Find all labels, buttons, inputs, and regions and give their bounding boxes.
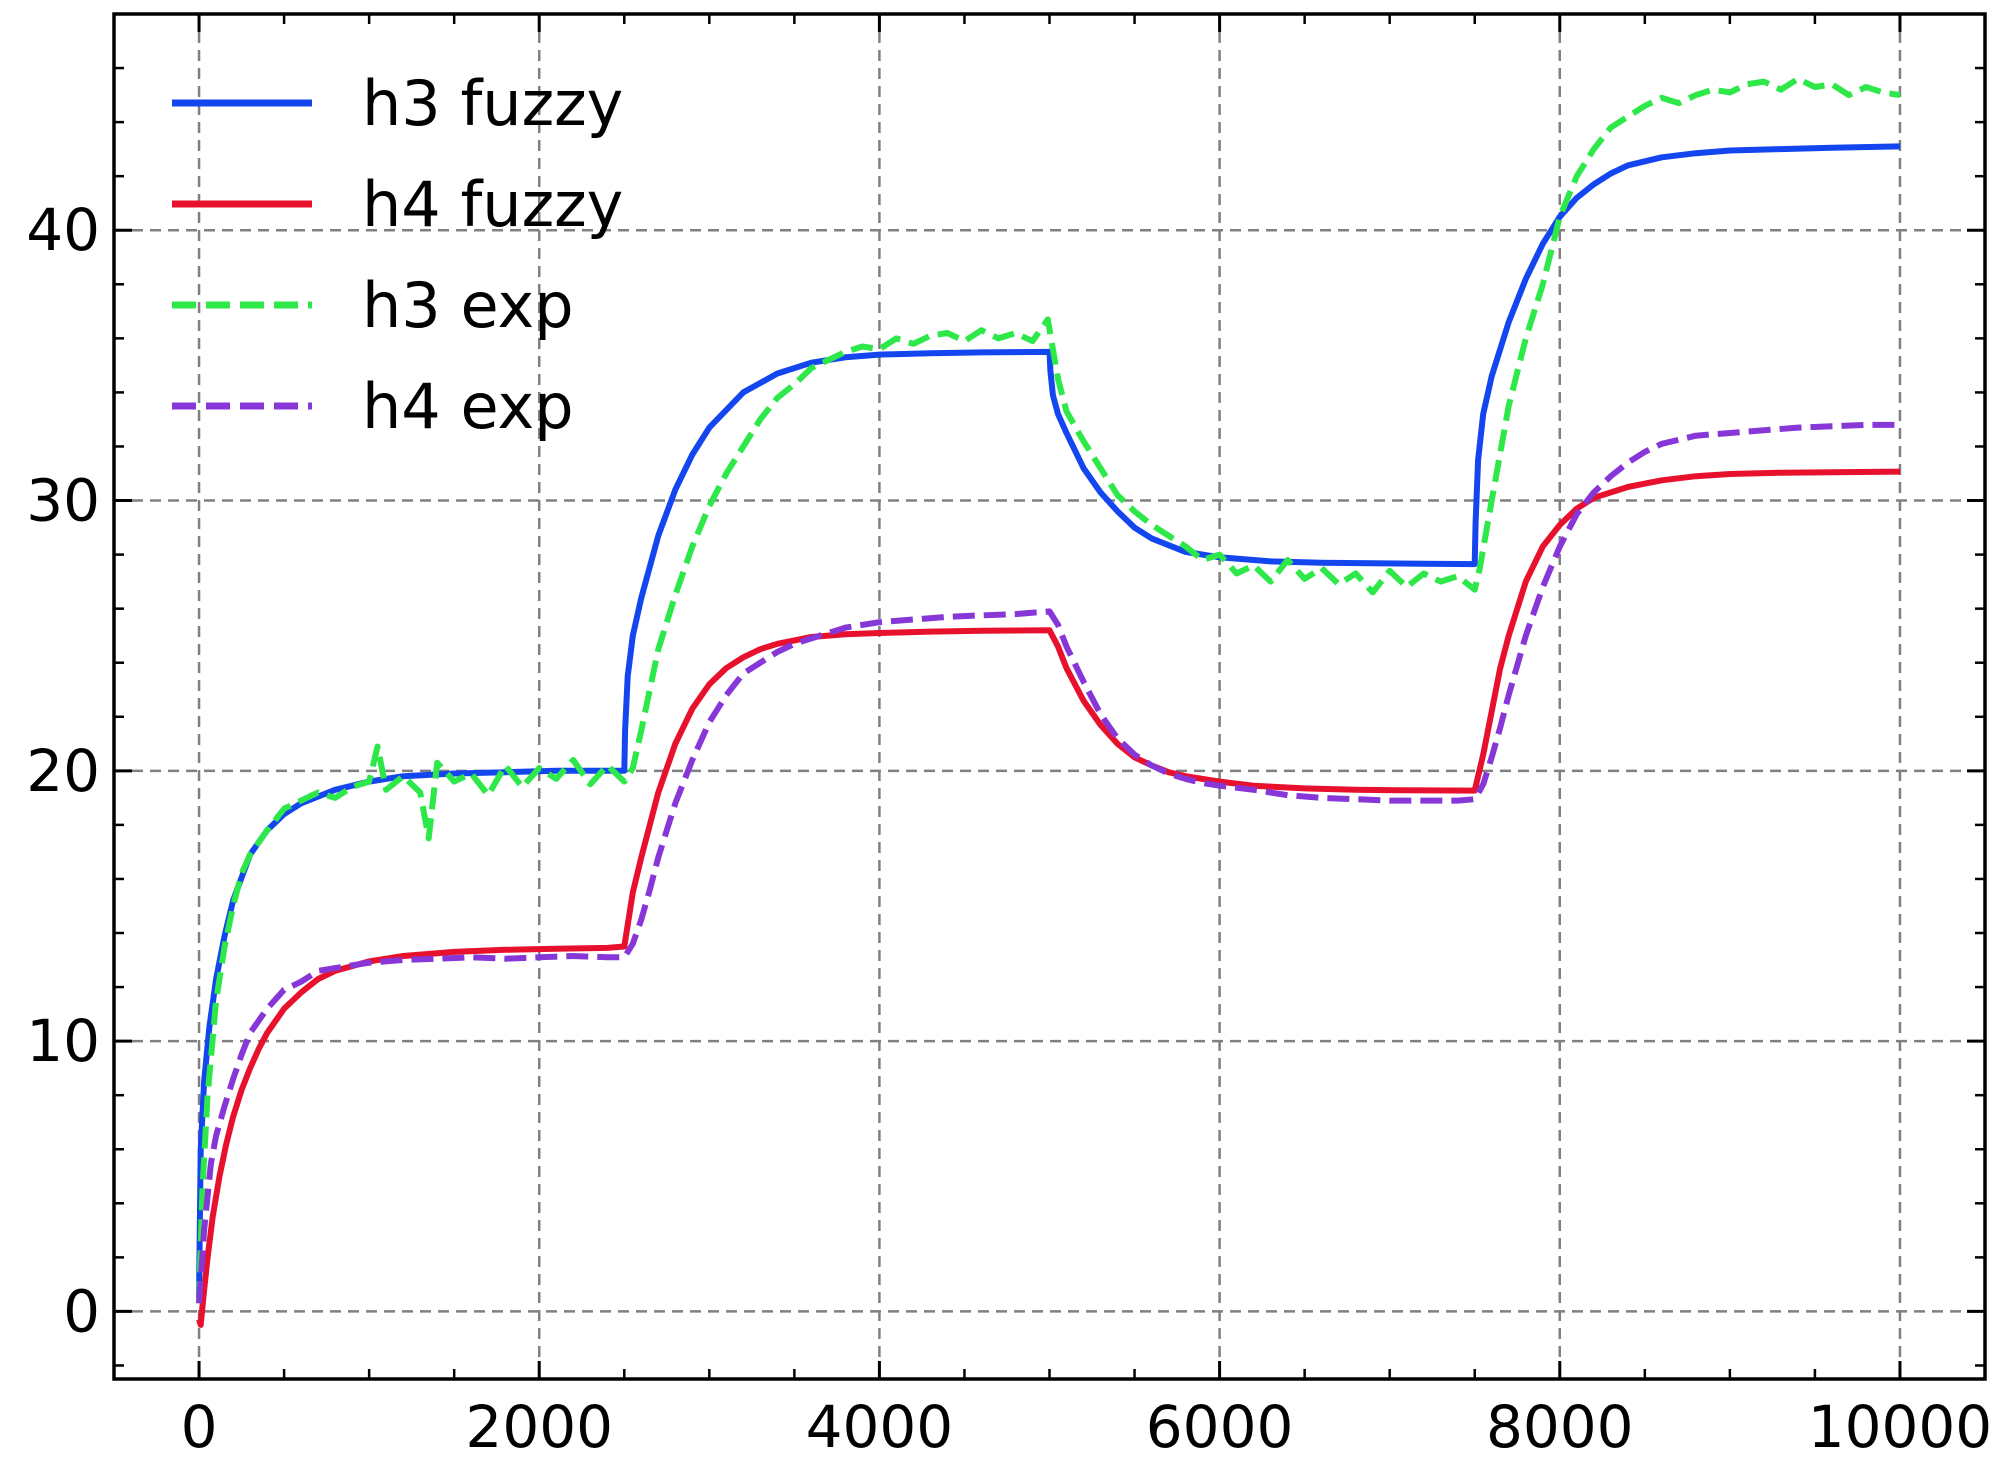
legend-label-h4-fuzzy: h4 fuzzy — [362, 168, 623, 241]
x-tick-label: 4000 — [806, 1393, 954, 1461]
plot-frame — [112, 12, 1987, 1381]
x-tick-label: 6000 — [1146, 1393, 1294, 1461]
legend-label-h3-fuzzy: h3 fuzzy — [362, 67, 623, 140]
x-tick-label: 2000 — [465, 1393, 613, 1461]
label-layer: 0 2000 4000 6000 8000 10000 0 10 20 30 40 — [26, 196, 1992, 1461]
legend-label-h3-exp: h3 exp — [362, 269, 574, 342]
x-tick-label: 10000 — [1808, 1393, 1993, 1461]
x-tick-label: 8000 — [1486, 1393, 1634, 1461]
legend-label-h4-exp: h4 exp — [362, 370, 574, 443]
x-tick-label: 0 — [181, 1393, 218, 1461]
series-line-h3-exp — [196, 75, 1901, 1304]
y-tick-label: 10 — [26, 1007, 100, 1075]
y-tick-label: 40 — [26, 196, 100, 264]
y-tick-label: 0 — [63, 1277, 100, 1345]
series-layer — [196, 75, 1901, 1328]
series-line-h4-fuzzy — [196, 468, 1901, 1328]
y-tick-label: 20 — [26, 737, 100, 805]
y-tick-label: 30 — [26, 467, 100, 535]
legend: h3 fuzzy h4 fuzzy h3 exp h4 exp — [172, 67, 623, 443]
series-line-h3-fuzzy — [196, 143, 1901, 1298]
series-line-h4-exp — [196, 421, 1900, 1304]
